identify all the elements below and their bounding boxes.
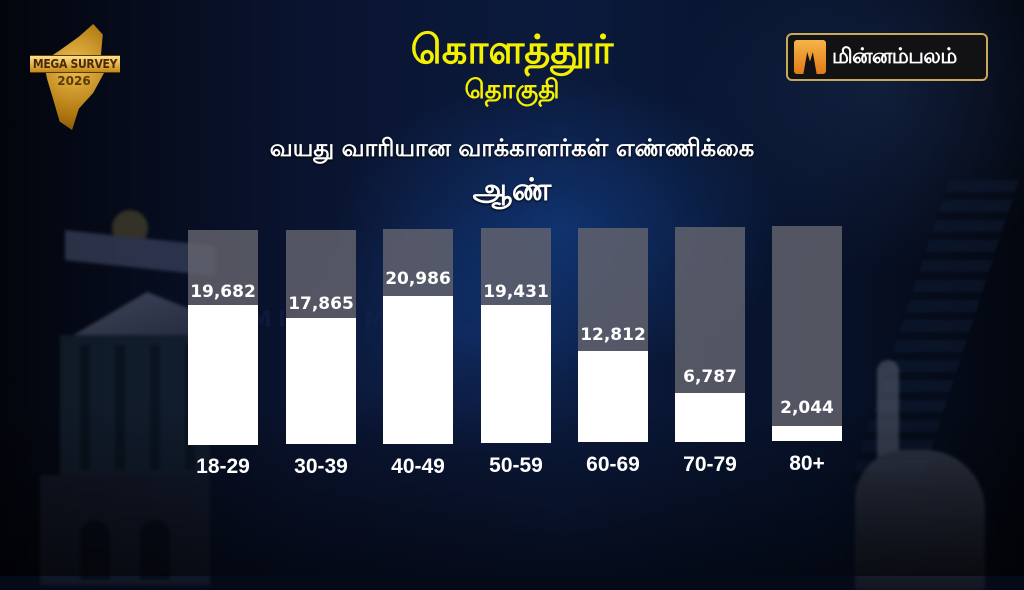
category-label: 80+: [789, 452, 825, 475]
mega-survey-logo: MEGA SURVEY 2026: [26, 24, 122, 130]
bar-fill: [286, 318, 356, 444]
age-wise-voters-bar-chart: MINNAMBALAM 19,682 18-29 17,865 30-39 20…: [188, 226, 842, 478]
minnambalam-m-icon: [794, 40, 826, 74]
mega-survey-year: 2026: [57, 74, 91, 88]
bar-value: 2,044: [780, 398, 834, 418]
category-label: 30-39: [294, 455, 348, 478]
brand-name: மின்னம்பலம்: [832, 43, 957, 68]
category-label: 60-69: [586, 453, 640, 476]
bar-fill: [481, 305, 551, 443]
mega-survey-band: MEGA SURVEY: [30, 55, 120, 73]
bar-fill: [772, 426, 842, 441]
constituency-title: கொளத்தூர்: [410, 27, 614, 73]
bar-fill: [188, 305, 258, 445]
bar-30-39: 17,865: [286, 230, 356, 444]
category-label: 18-29: [196, 455, 250, 478]
bar-50-59: 19,431: [481, 228, 551, 443]
gender-label: ஆண்: [472, 172, 552, 208]
bar-fill: [383, 296, 453, 444]
bar-70-79: 6,787: [675, 227, 745, 442]
bar-60-69: 12,812: [578, 228, 648, 442]
category-label: 70-79: [683, 453, 737, 476]
constituency-subtitle: தொகுதி: [464, 75, 560, 105]
minnambalam-logo: மின்னம்பலம்: [786, 33, 988, 81]
bar-80-plus: 2,044: [772, 226, 842, 441]
bar-40-49: 20,986: [383, 229, 453, 444]
bar-fill: [578, 351, 648, 442]
bar-value: 19,682: [190, 282, 256, 302]
bar-value: 20,986: [385, 269, 451, 289]
bar-value: 6,787: [683, 367, 737, 387]
bar-value: 12,812: [580, 325, 646, 345]
bar-value: 17,865: [288, 294, 354, 314]
category-label: 50-59: [489, 454, 543, 477]
bar-value: 19,431: [483, 282, 549, 302]
bar-fill: [675, 393, 745, 442]
category-label: 40-49: [391, 455, 445, 478]
chart-heading: வயது வாரியான வாக்காளர்கள் எண்ணிக்கை: [269, 134, 755, 162]
bar-18-29: 19,682: [188, 230, 258, 445]
